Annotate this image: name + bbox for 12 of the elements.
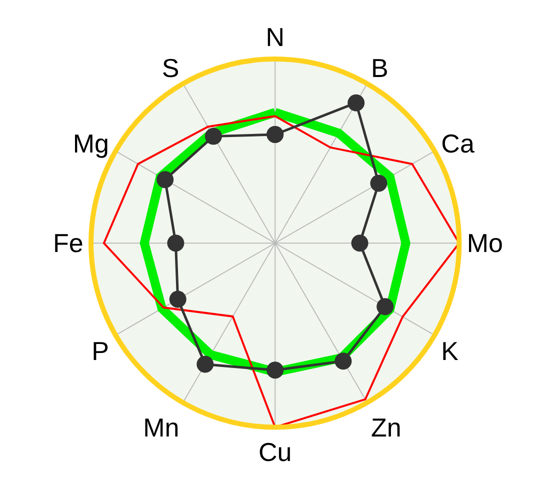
spoke-label: S — [162, 53, 180, 84]
spoke-label: Mo — [466, 228, 503, 258]
spoke-label: Mg — [72, 128, 110, 159]
spoke-label: Fe — [52, 228, 84, 258]
spoke-label: Zn — [370, 412, 402, 442]
spoke-label: Cu — [258, 436, 292, 467]
spoke-label: B — [370, 53, 388, 84]
spoke-label: Ca — [441, 128, 475, 159]
spoke-label: K — [441, 336, 460, 366]
spoke-label: N — [266, 22, 284, 52]
spoke-label: Mn — [143, 412, 180, 442]
spoke-label: P — [92, 336, 110, 366]
